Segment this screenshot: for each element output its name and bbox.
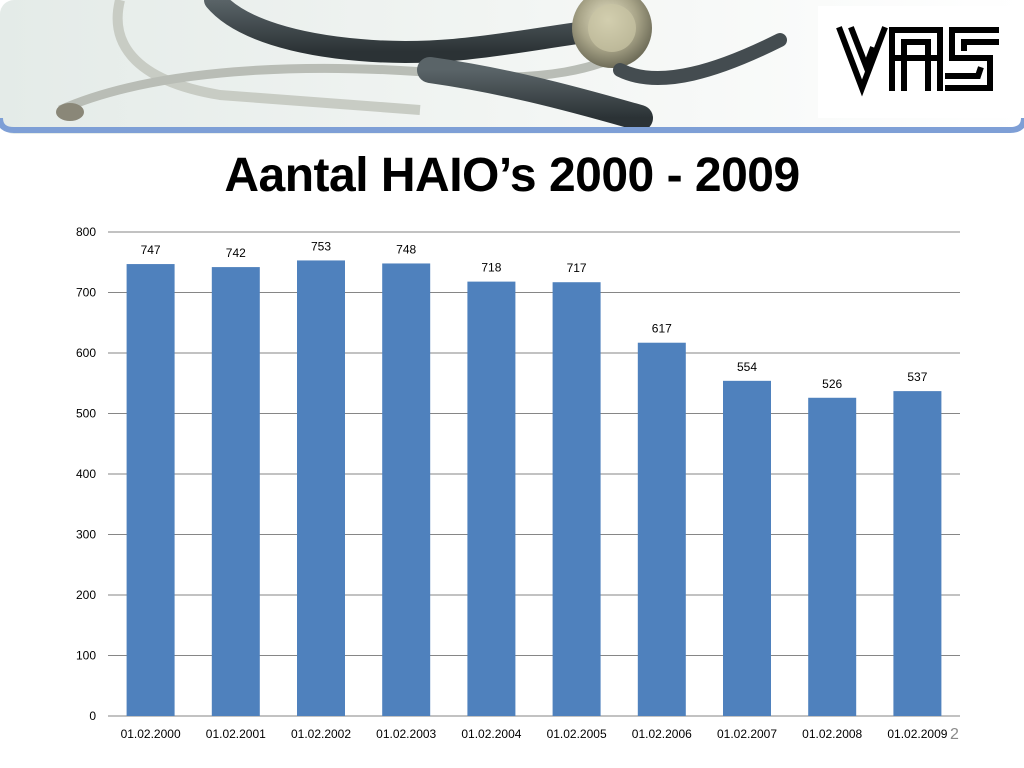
x-tick-label: 01.02.2003 — [376, 727, 436, 741]
header-banner — [0, 0, 1024, 134]
data-label: 554 — [737, 360, 757, 374]
bar — [382, 263, 431, 716]
bar — [211, 267, 260, 716]
x-tick-label: 01.02.2007 — [717, 727, 777, 741]
bar — [637, 342, 686, 716]
bar — [893, 391, 942, 716]
data-label: 526 — [822, 377, 842, 391]
x-tick-label: 01.02.2001 — [206, 727, 266, 741]
bar — [723, 380, 771, 716]
data-label: 748 — [396, 242, 416, 256]
x-tick-label: 01.02.2008 — [802, 727, 862, 741]
data-labels: 747 742 753 748 718 717 617 554 526 537 — [141, 239, 928, 390]
data-label: 742 — [226, 246, 246, 260]
bar — [552, 282, 601, 716]
bar — [297, 260, 345, 716]
data-label: 717 — [567, 261, 587, 275]
x-tick-label: 01.02.2004 — [461, 727, 521, 741]
vas-logo — [836, 26, 999, 97]
bar — [467, 281, 516, 716]
data-label: 718 — [481, 261, 501, 275]
bars — [126, 260, 942, 716]
slide-number: 2 — [950, 726, 959, 743]
x-tick-label: 01.02.2005 — [547, 727, 607, 741]
x-tick-label: 01.02.2000 — [121, 727, 181, 741]
page-title: Aantal HAIO’s 2000 - 2009 — [224, 149, 800, 202]
y-tick-label: 800 — [76, 225, 96, 239]
y-axis: 0 100 200 300 400 500 600 700 800 — [76, 225, 96, 723]
data-label: 753 — [311, 239, 331, 253]
x-tick-label: 01.02.2009 — [887, 727, 947, 741]
data-label: 617 — [652, 322, 672, 336]
y-tick-label: 200 — [76, 588, 96, 602]
bar — [126, 264, 175, 716]
data-label: 537 — [907, 370, 927, 384]
stethoscope-image — [56, 0, 787, 131]
x-axis: 01.02.2000 01.02.2001 01.02.2002 01.02.2003… — [121, 727, 948, 741]
y-tick-label: 100 — [76, 649, 96, 663]
y-tick-label: 500 — [76, 407, 96, 421]
bar — [808, 397, 857, 716]
data-label: 747 — [141, 243, 161, 257]
x-tick-label: 01.02.2002 — [291, 727, 351, 741]
y-tick-label: 600 — [76, 346, 96, 360]
y-tick-label: 0 — [89, 709, 96, 723]
y-tick-label: 700 — [76, 286, 96, 300]
x-tick-label: 01.02.2006 — [632, 727, 692, 741]
y-tick-label: 300 — [76, 528, 96, 542]
y-tick-label: 400 — [76, 467, 96, 481]
